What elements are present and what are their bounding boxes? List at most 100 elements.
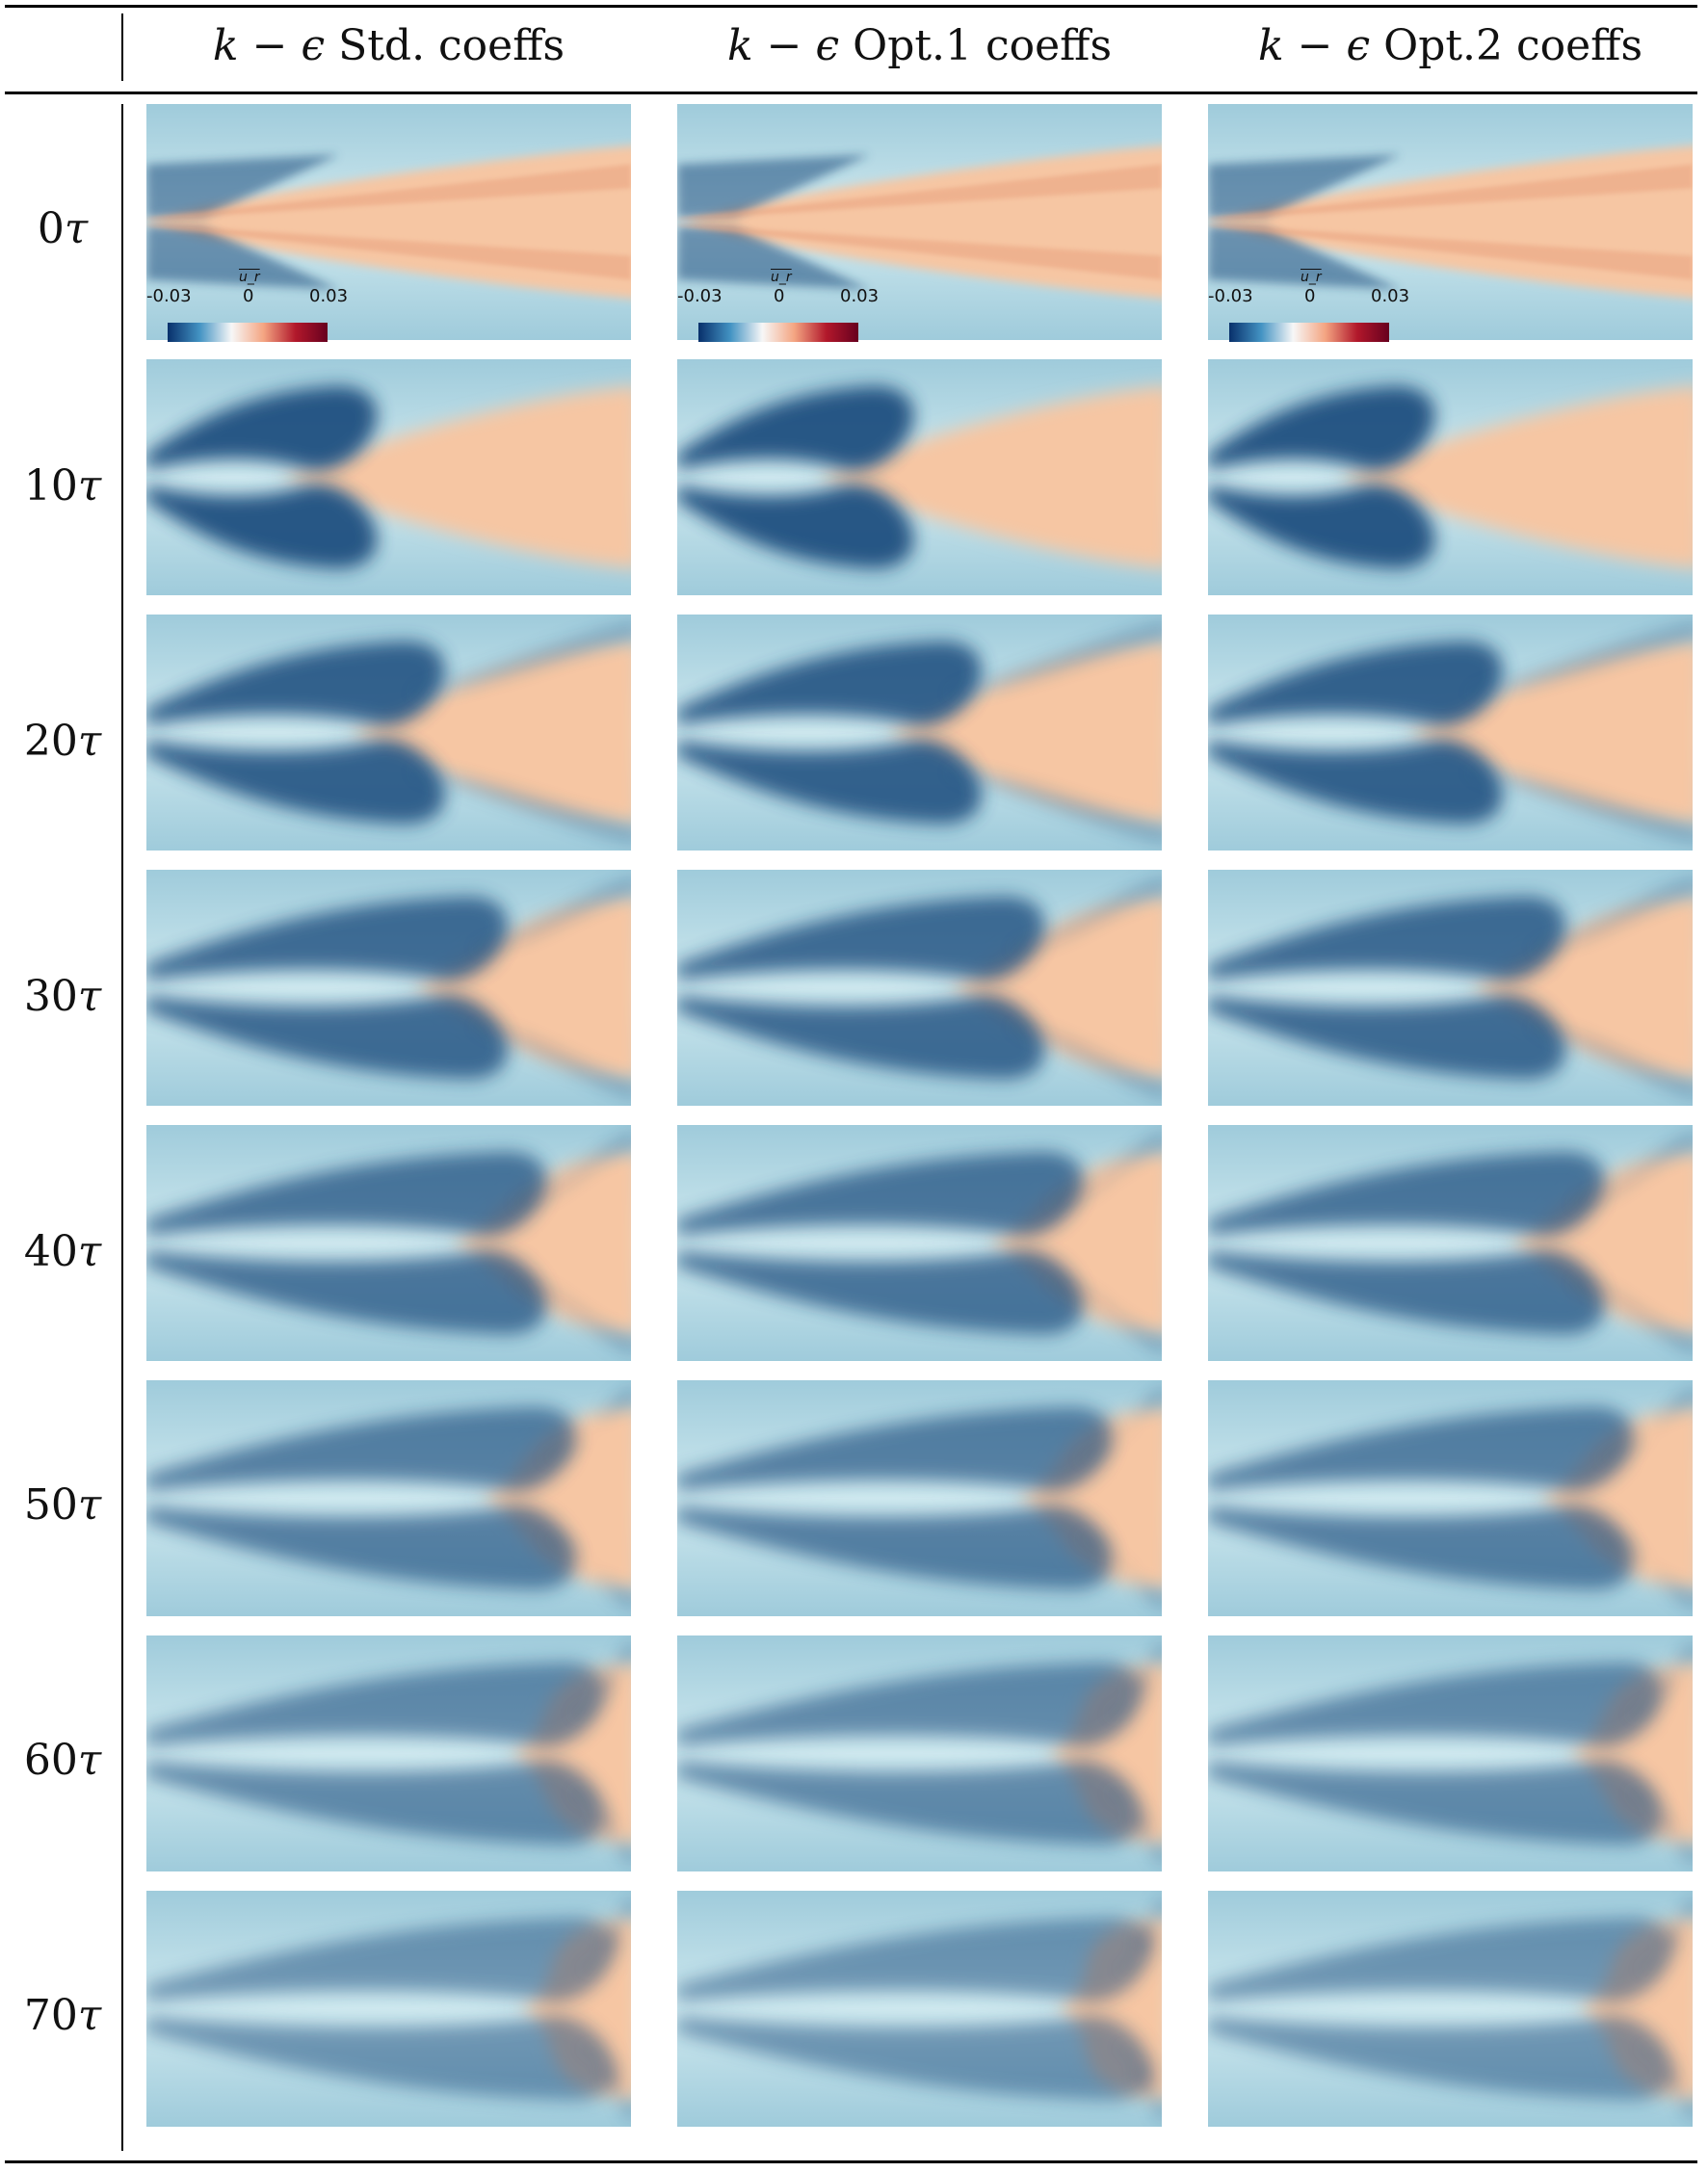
outer-shear-band-upper [1104,1644,1162,1715]
row-label-40: 40τ [23,1227,102,1276]
field-plot [146,1125,631,1361]
colorbar-gradient [698,323,858,342]
negative-velocity-lobe-upper [1208,641,1503,726]
colorbar-max-label: 0.03 [1371,286,1410,306]
outer-shear-band-lower [577,2047,631,2118]
outer-shear-band-lower [1075,1536,1162,1608]
outer-shear-band-lower [1596,1536,1693,1608]
negative-velocity-lobe-upper [677,385,914,471]
negative-velocity-lobe-upper [146,1662,605,1747]
negative-velocity-lobe-upper [146,1917,615,2002]
field-plot [677,1891,1162,2127]
negative-velocity-lobe-lower [677,994,1045,1080]
negative-velocity-lobe-upper [1208,896,1566,981]
negative-velocity-lobe-upper [146,641,445,726]
negative-velocity-lobe-lower [677,1505,1113,1590]
negative-velocity-lobe-lower [677,484,914,569]
positive-shear-band [146,223,631,280]
row-label-70: 70τ [23,1991,102,2040]
outer-shear-band-upper [1528,878,1693,950]
negative-velocity-lobe-upper [677,1662,1142,1747]
field-panel-std-60 [146,1636,631,1871]
field-plot [146,359,631,595]
negative-velocity-lobe-upper [677,1917,1151,2002]
outer-shear-band-upper [567,1644,631,1715]
field-plot [1208,1636,1693,1871]
top-rule [5,5,1697,8]
field-plot [1208,359,1693,595]
negative-velocity-lobe-upper [677,154,870,219]
field-plot [146,1891,631,2127]
field-panel-opt2-50 [1208,1380,1693,1616]
field-panel-std-30 [146,870,631,1106]
outer-shear-band-lower [407,771,631,843]
outer-shear-band-lower [1045,1281,1162,1352]
column-header-opt2: k − ϵ Opt.2 coeffs [1257,21,1643,70]
row-label-10: 10τ [23,461,102,510]
field-panel-opt1-60 [677,1636,1162,1871]
negative-velocity-lobe-lower [146,2015,615,2101]
field-plot [146,1636,631,1871]
field-plot [146,615,631,850]
negative-velocity-lobe-lower [146,1760,605,1845]
colorbar-gradient [1229,323,1389,342]
negative-velocity-lobe-lower [677,1760,1142,1845]
field-plot [677,870,1162,1106]
negative-velocity-lobe-upper [146,1406,576,1492]
negative-velocity-lobe-lower [146,739,445,824]
outer-shear-band-lower [470,1026,631,1097]
field-panel-std-10 [146,359,631,595]
negative-velocity-lobe-upper [677,1406,1113,1492]
outer-shear-band-lower [1625,1792,1693,1863]
positive-shear-band [146,164,631,221]
negative-velocity-lobe-lower [146,1505,576,1590]
field-panel-std-50 [146,1380,631,1616]
negative-velocity-lobe-lower [677,739,982,824]
negative-velocity-lobe-upper [1208,1662,1663,1747]
field-panel-opt2-0 [1208,104,1693,340]
field-plot [677,1125,1162,1361]
negative-velocity-lobe-lower [146,225,339,290]
field-plot [1208,870,1693,1106]
positive-shear-band [677,164,1162,221]
colorbar-title: u_r [1301,270,1322,285]
field-plot [1208,1125,1693,1361]
negative-velocity-lobe-upper [146,154,339,219]
field-plot [146,104,631,340]
outer-shear-band-upper [1596,1389,1693,1460]
outer-shear-band-lower [944,771,1162,843]
field-panel-opt1-50 [677,1380,1162,1616]
outer-shear-band-upper [1566,1134,1693,1205]
outer-shear-band-upper [1007,878,1162,950]
negative-velocity-lobe-upper [677,1151,1084,1237]
field-panel-std-20 [146,615,631,850]
field-panel-opt1-10 [677,359,1162,595]
colorbar-max-label: 0.03 [840,286,880,306]
colorbar-gradient [168,323,328,342]
field-panel-opt1-70 [677,1891,1162,2127]
column-header-opt1: k − ϵ Opt.1 coeffs [726,21,1113,70]
negative-velocity-lobe-lower [146,994,509,1080]
negative-velocity-lobe-upper [1208,1917,1672,2002]
header-vertical-rule [121,13,123,81]
outer-shear-band-lower [539,1536,631,1608]
field-plot [146,870,631,1106]
negative-velocity-lobe-lower [1208,225,1401,290]
negative-velocity-lobe-upper [146,1151,547,1237]
row-label-50: 50τ [23,1480,102,1530]
field-panel-opt2-40 [1208,1125,1693,1361]
positive-shear-band [677,223,1162,280]
outer-shear-band-upper [1114,1899,1162,1971]
outer-shear-band-upper [1635,1899,1693,1971]
outer-shear-band-lower [1114,2047,1162,2118]
negative-velocity-lobe-lower [1208,484,1435,569]
row-label-0: 0τ [37,204,89,253]
field-panel-opt1-30 [677,870,1162,1106]
outer-shear-band-lower [1528,1026,1693,1097]
field-plot [1208,1380,1693,1616]
colorbar-title: u_r [239,270,260,285]
row-label-30: 30τ [23,972,102,1021]
colorbar-min-label: -0.03 [677,286,723,306]
outer-shear-band-upper [539,1389,631,1460]
row-label-60: 60τ [23,1736,102,1785]
